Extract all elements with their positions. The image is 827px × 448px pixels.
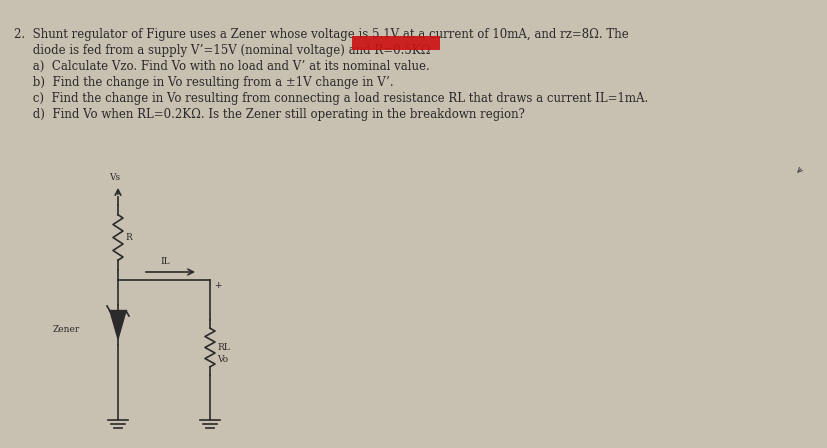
Text: IL: IL <box>160 257 170 266</box>
Text: d)  Find Vo when RL=0.2KΩ. Is the Zener still operating in the breakdown region?: d) Find Vo when RL=0.2KΩ. Is the Zener s… <box>14 108 524 121</box>
Text: +: + <box>213 281 222 290</box>
Bar <box>351 36 439 50</box>
Text: RL: RL <box>217 343 229 352</box>
Text: 2.  Shunt regulator of Figure uses a Zener whose voltage is 5.1V at a current of: 2. Shunt regulator of Figure uses a Zene… <box>14 28 628 41</box>
Text: diode is fed from a supply V’=15V (nominal voltage) and R=0.5KΩ: diode is fed from a supply V’=15V (nomin… <box>14 44 430 57</box>
Text: a)  Calculate Vzo. Find Vo with no load and V’ at its nominal value.: a) Calculate Vzo. Find Vo with no load a… <box>14 60 429 73</box>
Text: R: R <box>125 233 131 242</box>
Text: Vo: Vo <box>217 355 228 364</box>
Text: c)  Find the change in Vo resulting from connecting a load resistance RL that dr: c) Find the change in Vo resulting from … <box>14 92 648 105</box>
Polygon shape <box>110 311 126 339</box>
Text: Vs: Vs <box>109 173 121 182</box>
Text: Zener: Zener <box>53 326 80 335</box>
Text: b)  Find the change in Vo resulting from a ±1V change in V’.: b) Find the change in Vo resulting from … <box>14 76 393 89</box>
